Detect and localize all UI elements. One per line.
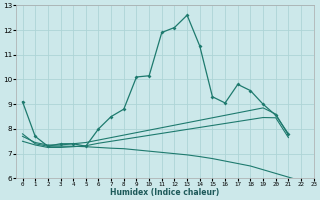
X-axis label: Humidex (Indice chaleur): Humidex (Indice chaleur)	[110, 188, 220, 197]
